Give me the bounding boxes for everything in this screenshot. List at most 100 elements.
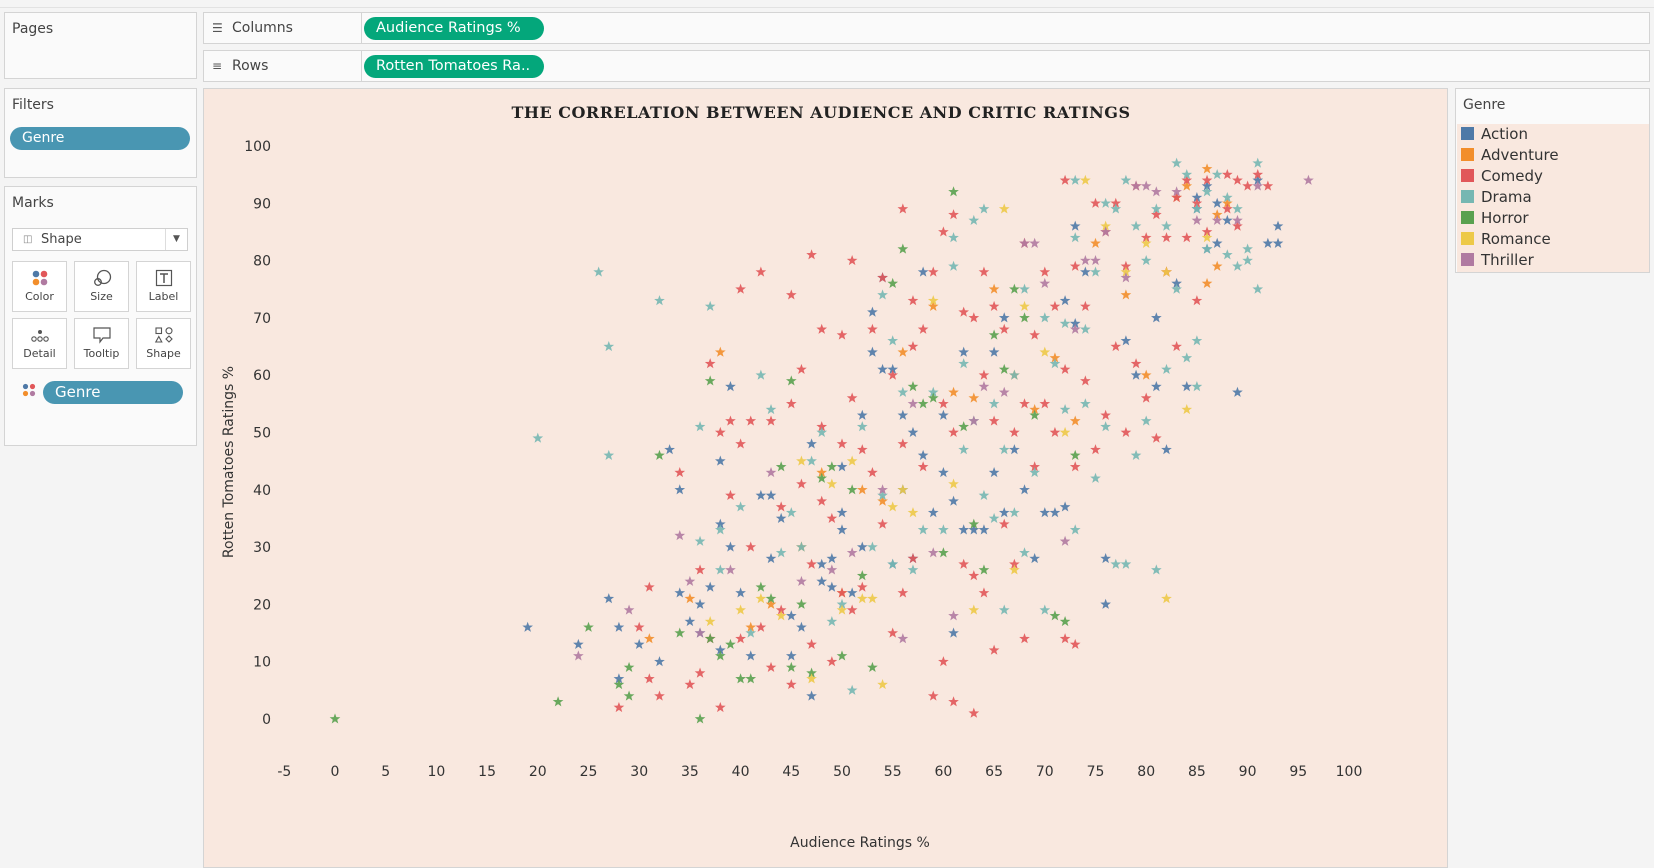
data-point-romance[interactable] (775, 610, 787, 621)
data-point-comedy[interactable] (917, 323, 929, 334)
data-point-horror[interactable] (887, 277, 899, 289)
data-point-action[interactable] (887, 363, 899, 374)
data-point-horror[interactable] (704, 633, 716, 644)
data-point-drama[interactable] (755, 369, 767, 380)
data-point-adventure[interactable] (684, 593, 696, 604)
data-point-thriller[interactable] (1059, 535, 1071, 546)
data-point-drama[interactable] (988, 398, 1000, 409)
data-point-horror[interactable] (938, 547, 949, 558)
data-point-drama[interactable] (998, 604, 1010, 615)
data-point-drama[interactable] (1151, 203, 1162, 214)
data-point-drama[interactable] (1029, 467, 1040, 478)
data-point-romance[interactable] (846, 455, 858, 466)
data-point-action[interactable] (836, 524, 848, 535)
data-point-drama[interactable] (1069, 524, 1081, 535)
data-point-adventure[interactable] (1211, 209, 1223, 220)
data-point-comedy[interactable] (806, 638, 817, 650)
data-point-comedy[interactable] (978, 587, 990, 598)
data-point-action[interactable] (714, 455, 726, 466)
data-point-comedy[interactable] (1029, 329, 1040, 340)
data-point-comedy[interactable] (887, 627, 899, 638)
data-point-comedy[interactable] (978, 369, 990, 380)
data-point-comedy[interactable] (877, 272, 888, 283)
data-point-action[interactable] (1151, 381, 1162, 392)
data-point-horror[interactable] (623, 690, 635, 701)
data-point-comedy[interactable] (826, 656, 838, 667)
data-point-action[interactable] (714, 518, 726, 529)
data-point-thriller[interactable] (968, 415, 980, 426)
data-point-romance[interactable] (806, 673, 817, 684)
data-point-action[interactable] (613, 621, 625, 632)
data-point-drama[interactable] (806, 455, 817, 466)
data-point-action[interactable] (867, 306, 878, 317)
data-point-thriller[interactable] (725, 564, 736, 575)
data-point-romance[interactable] (1120, 266, 1132, 277)
data-point-drama[interactable] (1110, 558, 1122, 569)
data-point-action[interactable] (694, 598, 706, 609)
data-point-action[interactable] (938, 467, 949, 478)
data-point-drama[interactable] (1059, 403, 1071, 415)
data-point-horror[interactable] (552, 696, 564, 707)
data-point-adventure[interactable] (1181, 180, 1193, 191)
data-point-action[interactable] (806, 690, 817, 701)
data-point-horror[interactable] (927, 392, 939, 403)
data-point-romance[interactable] (927, 295, 939, 306)
data-point-action[interactable] (1009, 444, 1020, 455)
data-point-comedy[interactable] (1069, 638, 1081, 650)
data-point-comedy[interactable] (725, 489, 736, 501)
data-point-horror[interactable] (785, 661, 797, 672)
marks-label-button[interactable]: Label (136, 261, 191, 312)
data-point-comedy[interactable] (704, 358, 716, 369)
data-point-thriller[interactable] (978, 381, 990, 392)
data-point-adventure[interactable] (1201, 277, 1213, 289)
data-point-comedy[interactable] (938, 656, 949, 667)
data-point-comedy[interactable] (867, 467, 878, 478)
data-point-comedy[interactable] (836, 587, 848, 598)
data-point-comedy[interactable] (948, 696, 959, 707)
data-point-comedy[interactable] (927, 266, 939, 277)
data-point-drama[interactable] (1242, 255, 1253, 266)
data-point-comedy[interactable] (1049, 300, 1061, 311)
data-point-action[interactable] (988, 467, 1000, 478)
data-point-action[interactable] (917, 266, 929, 277)
data-point-comedy[interactable] (968, 570, 980, 581)
data-point-action[interactable] (1262, 237, 1274, 248)
data-point-action[interactable] (816, 575, 828, 587)
data-point-thriller[interactable] (1080, 255, 1091, 266)
data-point-adventure[interactable] (1221, 197, 1233, 208)
data-point-action[interactable] (1211, 237, 1223, 248)
data-point-action[interactable] (785, 610, 797, 621)
data-point-comedy[interactable] (988, 644, 1000, 655)
data-point-comedy[interactable] (897, 203, 909, 214)
data-point-comedy[interactable] (877, 518, 888, 529)
data-point-action[interactable] (785, 650, 797, 661)
data-point-comedy[interactable] (1009, 558, 1020, 569)
data-point-romance[interactable] (867, 593, 878, 604)
data-point-drama[interactable] (1090, 472, 1101, 483)
data-point-comedy[interactable] (1110, 197, 1122, 208)
data-point-comedy[interactable] (917, 461, 929, 472)
data-point-comedy[interactable] (1262, 180, 1274, 191)
data-point-comedy[interactable] (1100, 409, 1111, 420)
data-point-comedy[interactable] (816, 323, 828, 334)
legend-item-comedy[interactable]: Comedy (1457, 166, 1649, 187)
legend-item-thriller[interactable]: Thriller (1457, 250, 1649, 271)
data-point-drama[interactable] (948, 232, 959, 243)
data-point-drama[interactable] (603, 340, 615, 352)
marks-color-pill-genre[interactable]: Genre (43, 381, 183, 404)
data-point-action[interactable] (826, 581, 838, 592)
data-point-adventure[interactable] (968, 392, 980, 403)
data-point-thriller[interactable] (998, 386, 1010, 397)
data-point-action[interactable] (846, 587, 858, 598)
data-point-comedy[interactable] (1140, 232, 1152, 243)
data-point-thriller[interactable] (1252, 180, 1264, 191)
data-point-horror[interactable] (1019, 312, 1030, 323)
data-point-horror[interactable] (704, 375, 716, 386)
data-point-comedy[interactable] (714, 701, 726, 713)
data-point-action[interactable] (1080, 266, 1091, 277)
data-point-action[interactable] (968, 524, 980, 535)
data-point-action[interactable] (613, 673, 625, 684)
data-point-comedy[interactable] (1090, 444, 1101, 455)
data-point-action[interactable] (1272, 237, 1284, 248)
data-point-horror[interactable] (613, 679, 625, 690)
